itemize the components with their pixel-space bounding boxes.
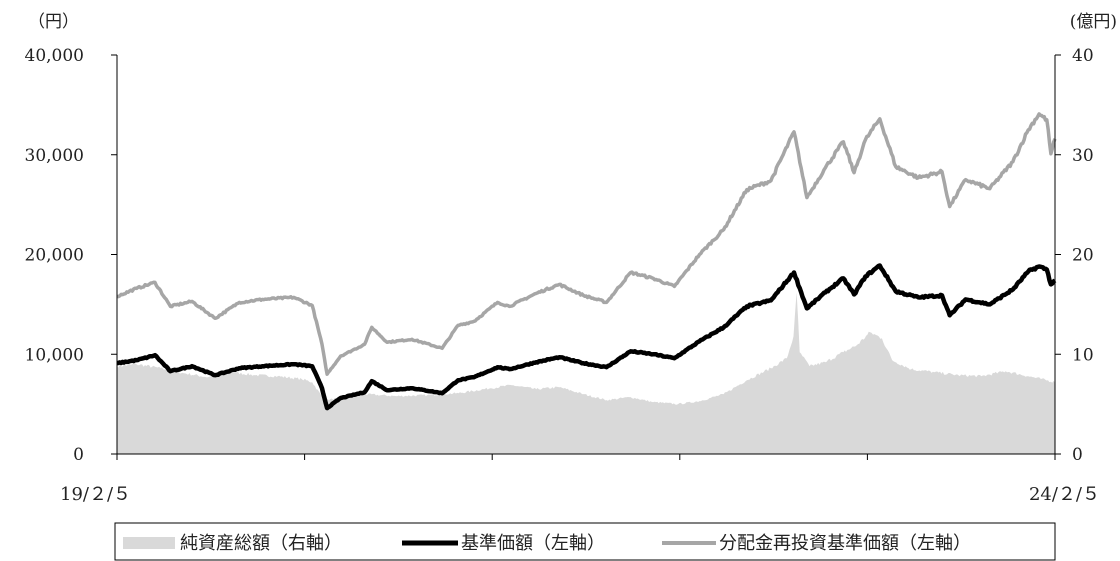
net-assets-area-layer bbox=[117, 292, 1055, 454]
legend-label-nav: 基準価額（左軸） bbox=[461, 533, 605, 554]
series-net-assets-area bbox=[117, 292, 1055, 454]
line-series-layer bbox=[116, 112, 1057, 411]
series-nav-line bbox=[116, 263, 1057, 411]
right-axis-unit: (億円) bbox=[1070, 12, 1117, 32]
x-label-start: 19/２/５ bbox=[60, 484, 131, 505]
left-tick-label: 20,000 bbox=[25, 246, 84, 266]
legend: 純資産総額（右軸） 基準価額（左軸） 分配金再投資基準価額（左軸） bbox=[114, 522, 1056, 561]
left-tick-label: 0 bbox=[73, 445, 84, 465]
legend-label-reinvested-nav: 分配金再投資基準価額（左軸） bbox=[719, 533, 971, 554]
legend-swatch-net-assets bbox=[123, 537, 175, 549]
right-tick-label: 10 bbox=[1072, 345, 1094, 365]
left-tick-label: 40,000 bbox=[25, 46, 84, 66]
right-tick-label: 0 bbox=[1072, 445, 1083, 465]
right-tick-label: 40 bbox=[1072, 46, 1094, 66]
x-label-end: 24/２/５ bbox=[1029, 484, 1100, 505]
left-axis-unit: （円） bbox=[28, 12, 79, 32]
right-axis-tick-labels: 0 10 20 30 40 bbox=[1072, 46, 1094, 465]
legend-label-net-assets: 純資産総額（右軸） bbox=[180, 533, 342, 554]
right-tick-label: 20 bbox=[1072, 246, 1094, 266]
legend-box bbox=[114, 522, 1056, 561]
axes bbox=[111, 54, 1061, 460]
right-tick-label: 30 bbox=[1072, 146, 1094, 166]
series-reinvested-nav-line bbox=[116, 112, 1057, 376]
left-tick-label: 10,000 bbox=[25, 345, 84, 365]
left-axis-tick-labels: 0 10,000 20,000 30,000 40,000 bbox=[25, 46, 84, 465]
left-tick-label: 30,000 bbox=[25, 146, 84, 166]
